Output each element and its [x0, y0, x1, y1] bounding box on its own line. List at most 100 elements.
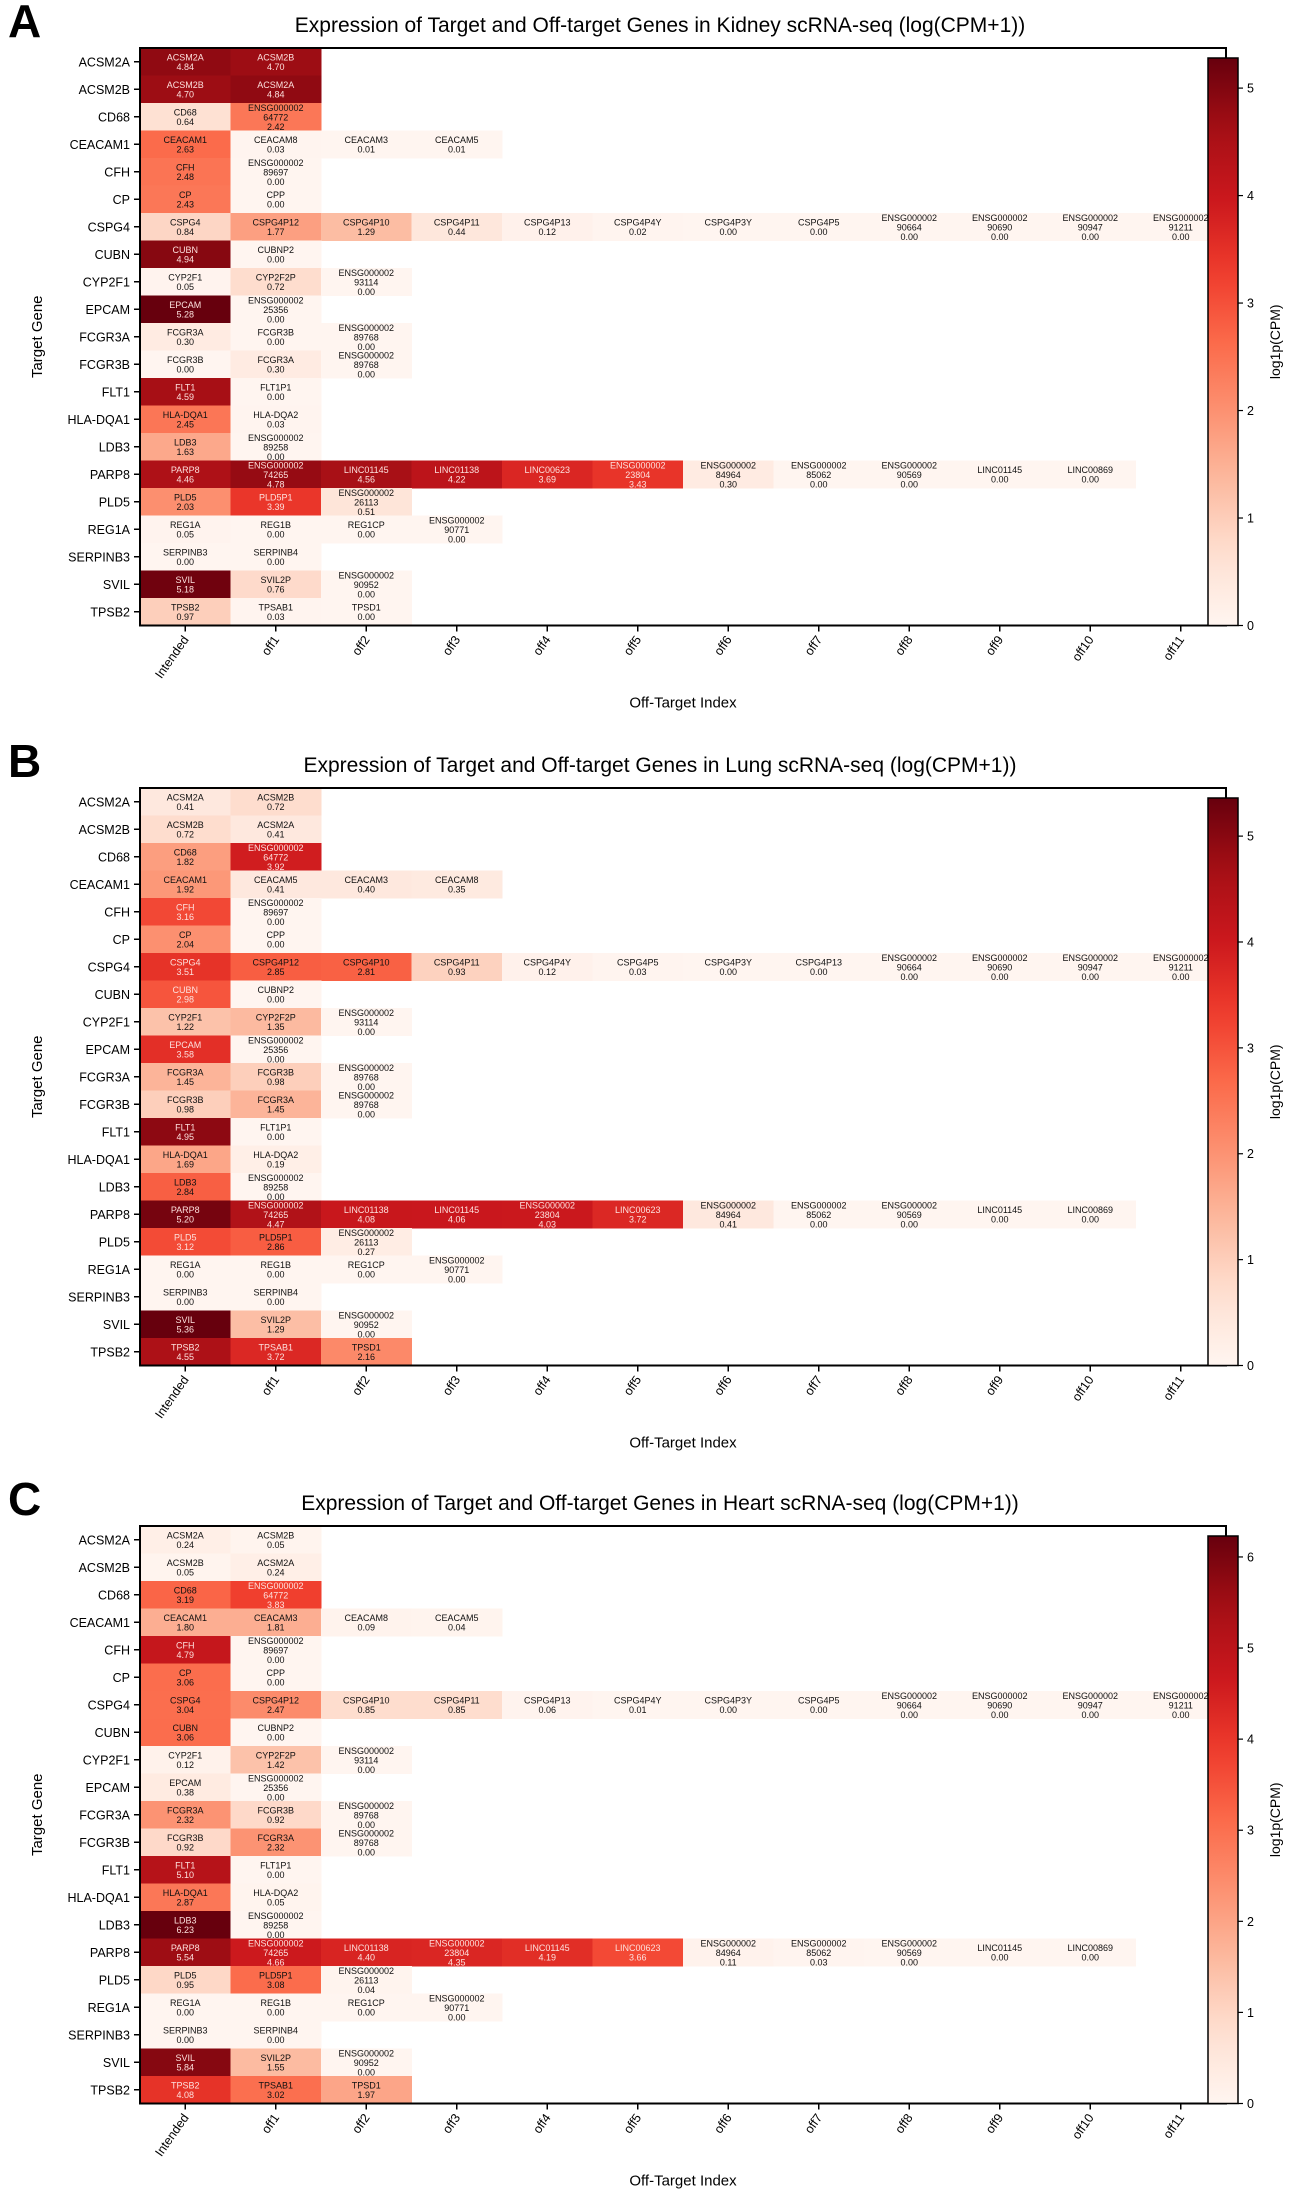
cell-value: 0.00	[357, 1109, 375, 1119]
heatmap-cell	[321, 1993, 412, 2022]
cell-label: FCGR3A 1.45	[257, 1095, 294, 1115]
cell-label: REG1CP 0.00	[348, 1998, 385, 2018]
cell-gene-name: ACSM2B	[167, 820, 204, 830]
cell-gene-name: ENSG000002	[248, 103, 304, 113]
cell-gene-name: PARP8	[171, 465, 200, 475]
heatmap-cell	[230, 75, 322, 104]
cell-value: 3.06	[176, 1678, 194, 1688]
heatmap-cell	[140, 1911, 231, 1939]
cell-label: ENSG000002 90664 0.00	[881, 1691, 937, 1720]
heatmap-cell	[140, 1200, 231, 1229]
cell-gene-name: CEACAM5	[254, 875, 298, 885]
cell-value: 0.00	[267, 177, 285, 187]
cell-value: 0.00	[810, 1219, 828, 1229]
heatmap-cell	[140, 1993, 231, 2022]
heatmap-cell	[954, 460, 1046, 489]
cell-label: ENSG000002 25356 0.00	[248, 295, 304, 324]
heatmap-cell	[321, 1828, 412, 1857]
cell-gene-name: ENSG000002	[700, 1200, 756, 1210]
heatmap-cell	[230, 158, 322, 186]
colorbar-tick-label: 1	[1247, 2006, 1254, 2020]
cell-gene-name: ENSG000002	[248, 295, 304, 305]
x-tick-label: off2	[349, 2111, 372, 2136]
cell-gene-name: ENSG000002	[610, 460, 666, 470]
cell-gene-name: CSPG4P12	[252, 1696, 299, 1706]
heatmap-cell	[230, 1118, 322, 1146]
heatmap-cell	[230, 1255, 322, 1284]
heatmap-cell	[321, 1938, 412, 1967]
heatmap-cell	[411, 1993, 503, 2022]
cell-value: 0.00	[1081, 1953, 1099, 1963]
cell-value: 0.27	[357, 1247, 375, 1257]
cell-value: 5.36	[176, 1325, 194, 1335]
cell-label: CEACAM8 0.03	[254, 135, 298, 155]
cell-value: 5.28	[176, 310, 194, 320]
cell-value: 5.84	[176, 2063, 194, 2073]
cell-gene-name: CYP2F2P	[256, 1751, 296, 1761]
heatmap-cell	[230, 1773, 322, 1802]
cell-value: 4.35	[448, 1957, 466, 1967]
cell-gene-name: 89697	[263, 907, 288, 917]
cell-gene-name: REG1CP	[348, 1998, 385, 2008]
cell-value: 0.00	[357, 1820, 375, 1830]
cell-value: 1.81	[267, 1623, 285, 1633]
cell-label: REG1CP 0.00	[348, 520, 385, 540]
heatmap-cell	[230, 185, 322, 214]
cell-gene-name: LINC01138	[344, 1943, 389, 1953]
cell-label: CUBNP2 0.00	[257, 1723, 294, 1743]
cell-value: 4.70	[267, 62, 285, 72]
cell-label: CSPG4P5 0.00	[798, 218, 840, 238]
cell-gene-name: FLT1	[175, 1861, 195, 1871]
cell-label: PARP8 5.54	[171, 1943, 200, 1963]
cell-value: 3.58	[176, 1050, 194, 1060]
cell-value: 0.00	[1081, 232, 1099, 242]
cell-gene-name: 84964	[716, 1948, 741, 1958]
cell-label: ENSG000002 64772 3.83	[248, 1581, 304, 1610]
cell-value: 0.03	[629, 967, 647, 977]
y-tick-label: EPCAM	[86, 1043, 130, 1057]
cell-gene-name: ENSG000002	[791, 460, 847, 470]
cell-label: CSPG4P10 1.29	[343, 218, 390, 238]
heatmap-cell	[230, 323, 322, 351]
cell-gene-name: FCGR3A	[167, 328, 204, 338]
cell-gene-name: 74265	[263, 1948, 288, 1958]
cell-value: 0.00	[900, 1219, 918, 1229]
cell-value: 1.97	[357, 2090, 375, 2100]
cell-label: SVIL2P 1.29	[260, 1315, 291, 1335]
heatmap-cell	[140, 1008, 231, 1036]
cell-value: 3.06	[176, 1733, 194, 1743]
heatmap-cell	[773, 460, 865, 489]
cell-gene-name: ACSM2B	[167, 80, 204, 90]
x-tick-label: off10	[1069, 633, 1096, 664]
cell-value: 0.00	[267, 2008, 285, 2018]
heatmap-cell	[230, 1145, 322, 1174]
cell-gene-name: 90569	[897, 1210, 922, 1220]
cell-gene-name: 26113	[354, 1237, 378, 1247]
cell-label: PLD5 3.12	[174, 1233, 197, 1253]
cell-label: CSPG4P5 0.00	[798, 1696, 840, 1716]
cell-value: 2.86	[267, 1242, 285, 1252]
cell-label: ENSG000002 91211 0.00	[1153, 1691, 1209, 1720]
heatmap-cell	[230, 1526, 322, 1554]
cell-gene-name: CSPG4P3Y	[704, 958, 752, 968]
heatmap-cell	[230, 1801, 322, 1829]
cell-gene-name: SERPINB3	[163, 2026, 208, 2036]
cell-label: ENSG000002 85062 0.00	[791, 460, 847, 489]
cell-value: 0.00	[267, 1054, 285, 1064]
heatmap-cell	[230, 1035, 322, 1064]
colorbar-tick-label: 1	[1247, 1253, 1254, 1267]
heatmap-cell	[321, 350, 412, 379]
cell-value: 0.11	[720, 1957, 737, 1967]
heatmap-cell	[140, 1283, 231, 1311]
cell-gene-name: 90664	[897, 962, 922, 972]
heatmap-cell	[230, 2076, 322, 2104]
heatmap-cell	[140, 295, 231, 324]
cell-gene-name: HLA-DQA1	[163, 410, 208, 420]
cell-gene-name: FCGR3B	[167, 1833, 204, 1843]
x-tick-label: off4	[530, 633, 553, 658]
cell-gene-name: ENSG000002	[881, 1691, 937, 1701]
cell-label: CUBNP2 0.00	[257, 985, 294, 1005]
cell-gene-name: 90690	[987, 962, 1012, 972]
cell-gene-name: ENSG000002	[248, 843, 304, 853]
